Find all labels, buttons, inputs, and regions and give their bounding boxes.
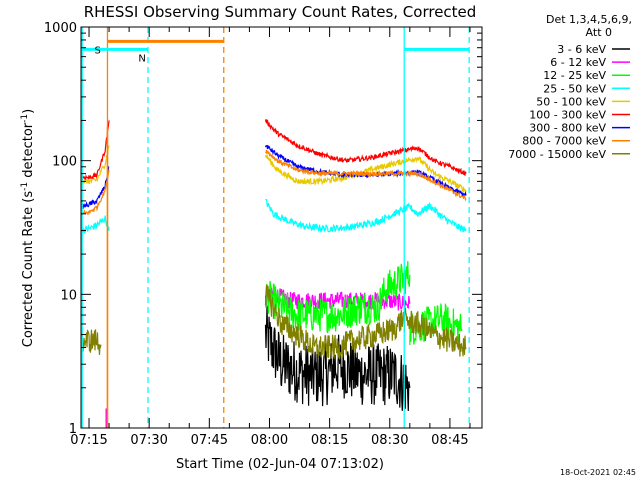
- series-line-6-0: [81, 166, 110, 210]
- generation-timestamp: 18-Oct-2021 02:45: [560, 468, 636, 477]
- x-tick-label: 08:45: [431, 433, 468, 448]
- y-axis-label-part: ): [21, 109, 36, 114]
- y-axis-label-part: Corrected Count Rate (s: [21, 191, 36, 348]
- series-line-3-1: [265, 198, 467, 233]
- legend-entry-label: 3 - 6 keV: [557, 43, 606, 56]
- series-line-7-0: [81, 169, 110, 216]
- legend-entry-label: 6 - 12 keV: [550, 56, 606, 69]
- legend-header-line: Det 1,3,4,5,6,9,: [546, 13, 632, 26]
- y-tick-label: 10: [60, 288, 77, 303]
- y-tick-label: 1: [69, 422, 77, 437]
- y-axis-label-part: -1: [20, 114, 30, 123]
- legend-entry-label: 300 - 800 keV: [529, 122, 606, 135]
- y-axis-label: Corrected Count Rate (s-1 detector-1): [20, 109, 36, 347]
- x-tick-label: 07:45: [191, 433, 228, 448]
- series-line-0-0: [264, 305, 411, 412]
- legend-entry-label: 100 - 300 keV: [529, 109, 606, 122]
- series-line-3-0: [81, 215, 110, 236]
- plot-frame: [80, 26, 483, 429]
- y-axis-label-part: -1: [20, 182, 30, 191]
- y-tick-label: 100: [52, 155, 77, 170]
- series-line-8-0: [81, 327, 102, 355]
- x-tick-label: 08:15: [311, 433, 348, 448]
- x-tick-label: 08:00: [251, 433, 288, 448]
- series-line-6-1: [264, 144, 467, 199]
- legend-entry-label: 50 - 100 keV: [536, 95, 606, 108]
- marker-layer: NS: [81, 27, 470, 428]
- x-tick-label: 07:15: [70, 433, 107, 448]
- series-layer: [81, 119, 467, 412]
- chart-title: RHESSI Observing Summary Count Rates, Co…: [84, 3, 477, 21]
- axis-layer: 1 10 100 1000 07:15 07:30 07:45 08:00 08:15 08:30…: [44, 21, 482, 448]
- flag-label: S: [94, 45, 100, 56]
- legend-entry-label: 25 - 50 keV: [543, 82, 606, 95]
- series-line-5-1: [264, 119, 467, 176]
- legend-entry-label: 12 - 25 keV: [543, 69, 606, 82]
- x-axis-label: Start Time (02-Jun-04 07:13:02): [176, 457, 384, 472]
- x-tick-label: 07:30: [130, 433, 167, 448]
- series-line-4-1: [264, 154, 467, 193]
- legend-header-line: Att 0: [586, 26, 612, 39]
- x-tick-label: 08:30: [371, 433, 408, 448]
- flag-label: N: [138, 53, 145, 64]
- y-axis-label-part: detector: [21, 122, 36, 182]
- y-tick-label: 1000: [44, 21, 77, 36]
- series-line-7-1: [265, 149, 467, 202]
- series-line-5-0: [81, 120, 110, 181]
- series-line-8-1: [264, 284, 467, 360]
- legend-entry-label: 800 - 7000 keV: [522, 135, 606, 148]
- legend-entry-label: 7000 - 15000 keV: [508, 148, 606, 161]
